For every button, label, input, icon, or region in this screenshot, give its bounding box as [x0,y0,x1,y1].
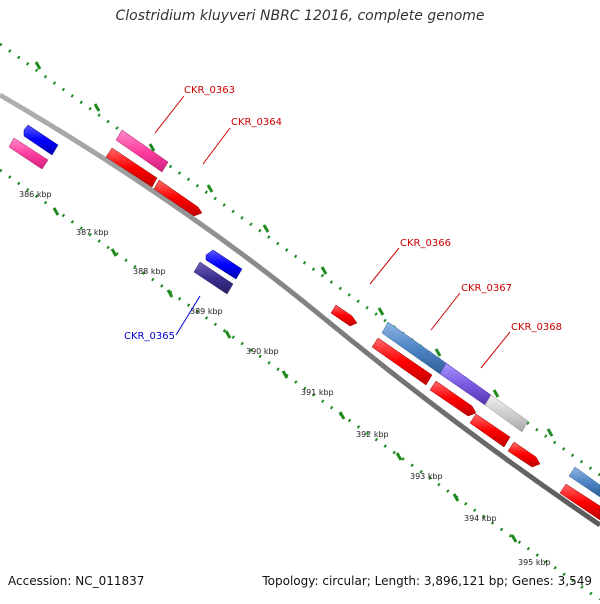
feature-reverse-blue[interactable] [205,249,243,280]
gene-label-ckr-0367: CKR_0367 [461,283,512,294]
tick-label-392: 392 kbp [356,430,389,439]
genome-summary-text: Topology: circular; Length: 3,896,121 bp… [262,574,592,588]
tick-labels: 386 kbp 387 kbp 388 kbp 389 kbp 390 kbp … [19,190,551,567]
tick-label-391: 391 kbp [301,388,334,397]
gene-label-ckr-0368: CKR_0368 [511,322,562,333]
gene-label-ckr-0365: CKR_0365 [124,331,175,342]
tick-label-394: 394 kbp [464,514,497,523]
feature-left-blue[interactable] [23,124,59,156]
feature-ckr-0363[interactable] [115,129,169,173]
tick-label-386: 386 kbp [19,190,52,199]
feature-ckr-0364[interactable] [105,147,203,217]
genome-title: Clostridium kluyveri NBRC 12016, complet… [115,8,485,24]
tick-label-395: 395 kbp [518,558,551,567]
feature-ckr-0366[interactable] [330,304,358,327]
gene-label-ckr-0364: CKR_0364 [231,117,282,128]
feature-ckr-0368[interactable] [439,362,529,433]
tick-label-390: 390 kbp [246,347,279,356]
label-leader-lines [154,95,511,369]
gene-label-ckr-0363: CKR_0363 [184,85,235,96]
tick-label-388: 388 kbp [133,267,166,276]
feature-ckr-0365[interactable] [193,261,234,295]
gene-label-ckr-0366: CKR_0366 [400,238,451,249]
accession-text: Accession: NC_011837 [8,574,145,588]
genome-backbone [0,92,600,528]
outer-major-ticks [34,61,554,437]
feature-left-pink[interactable] [8,137,49,170]
inner-major-ticks [52,207,518,543]
tick-label-393: 393 kbp [410,472,443,481]
feature-edge-steel[interactable] [568,466,600,498]
tick-label-389: 389 kbp [190,307,223,316]
tick-label-387: 387 kbp [76,228,109,237]
feature-row-red-lower[interactable] [371,337,600,521]
